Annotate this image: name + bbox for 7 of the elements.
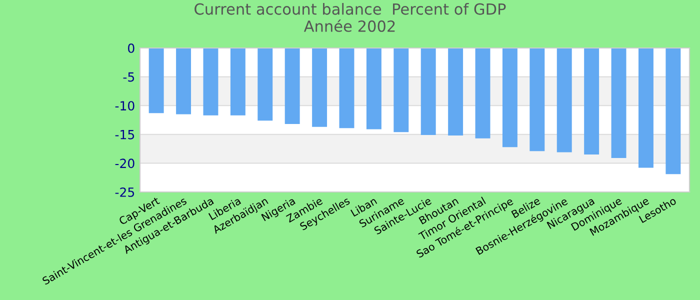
y-tick-label: -15 xyxy=(115,130,134,140)
y-tick-label: 0 xyxy=(128,43,134,53)
y-tick-label: -5 xyxy=(123,72,134,82)
y-tick-label: -25 xyxy=(115,187,134,197)
y-tick-label: -10 xyxy=(115,101,134,111)
y-tick-label: -20 xyxy=(115,158,134,168)
chart-title: Current account balance Percent of GDP Année 2002 xyxy=(194,3,506,32)
